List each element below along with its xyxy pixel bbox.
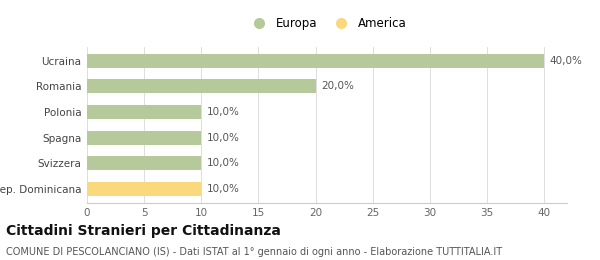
Bar [87, 182, 201, 196]
Bar [87, 131, 201, 145]
Bar [87, 105, 201, 119]
Bar [87, 80, 316, 94]
Text: 10,0%: 10,0% [207, 158, 240, 168]
Text: 20,0%: 20,0% [321, 81, 354, 92]
Text: 10,0%: 10,0% [207, 107, 240, 117]
Text: 10,0%: 10,0% [207, 133, 240, 142]
Bar [87, 156, 201, 170]
Text: 40,0%: 40,0% [550, 56, 583, 66]
Bar [87, 54, 544, 68]
Legend: Europa, America: Europa, America [243, 12, 411, 35]
Text: Cittadini Stranieri per Cittadinanza: Cittadini Stranieri per Cittadinanza [6, 224, 281, 238]
Text: 10,0%: 10,0% [207, 184, 240, 194]
Text: COMUNE DI PESCOLANCIANO (IS) - Dati ISTAT al 1° gennaio di ogni anno - Elaborazi: COMUNE DI PESCOLANCIANO (IS) - Dati ISTA… [6, 247, 502, 257]
